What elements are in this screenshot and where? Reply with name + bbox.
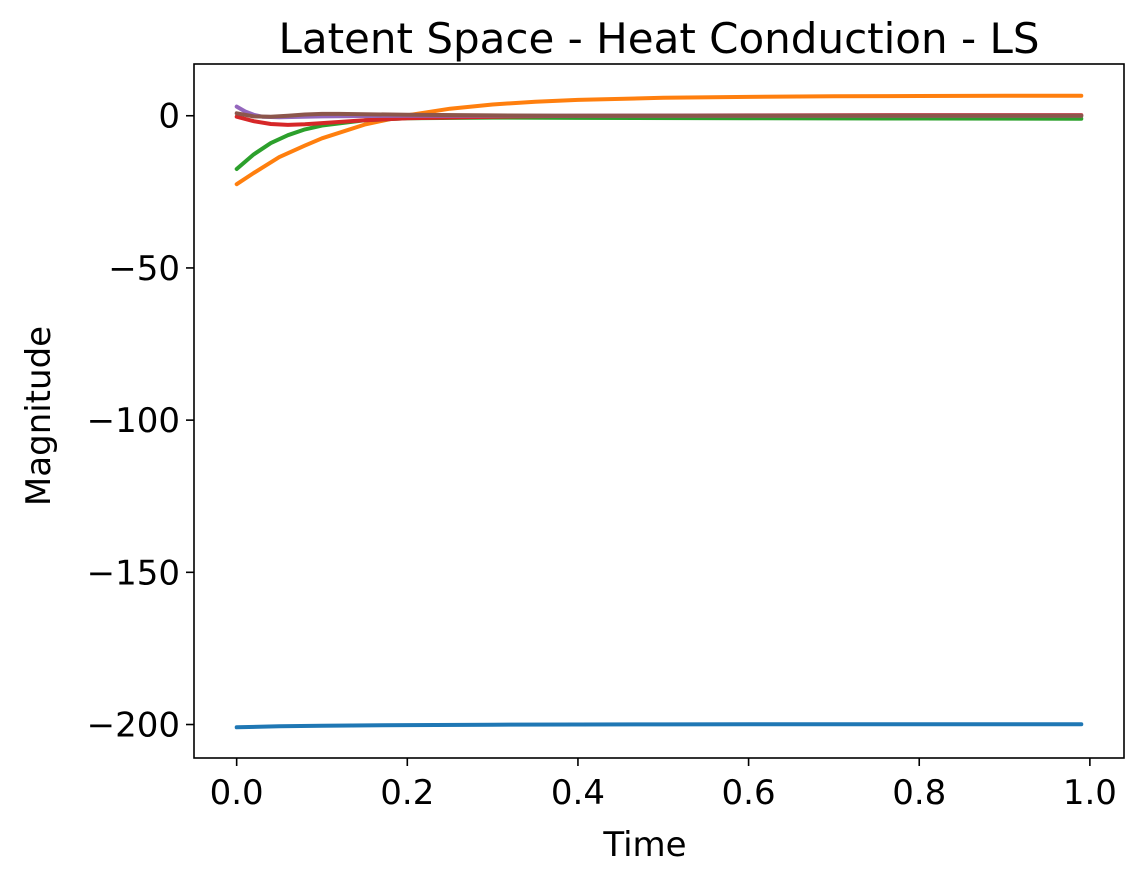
x-axis-ticks: 0.0 0.2 0.4 0.6 0.8 1.0 bbox=[210, 758, 1117, 813]
series-line-1 bbox=[234, 722, 1084, 730]
series-line-6 bbox=[234, 111, 1084, 119]
chart-title: Latent Space - Heat Conduction - LS bbox=[278, 14, 1039, 63]
x-tick-label: 0.6 bbox=[722, 773, 776, 813]
series-line-2 bbox=[234, 93, 1084, 187]
series-layer bbox=[234, 93, 1084, 730]
y-tick-label: −50 bbox=[108, 249, 180, 289]
x-axis-label: Time bbox=[602, 825, 686, 865]
y-tick-label: 0 bbox=[158, 97, 180, 137]
x-tick-label: 0.0 bbox=[210, 773, 264, 813]
x-tick-label: 1.0 bbox=[1063, 773, 1117, 813]
y-axis-ticks: 0 −50 −100 −150 −200 bbox=[87, 97, 194, 746]
y-tick-label: −200 bbox=[87, 706, 180, 746]
y-axis-label: Magnitude bbox=[19, 326, 59, 506]
x-tick-label: 0.2 bbox=[380, 773, 434, 813]
x-tick-label: 0.8 bbox=[892, 773, 946, 813]
y-tick-label: −150 bbox=[87, 553, 180, 593]
axes-frame bbox=[193, 63, 1125, 759]
x-tick-label: 0.4 bbox=[551, 773, 605, 813]
y-tick-label: −100 bbox=[87, 401, 180, 441]
plot-area bbox=[193, 63, 1125, 759]
